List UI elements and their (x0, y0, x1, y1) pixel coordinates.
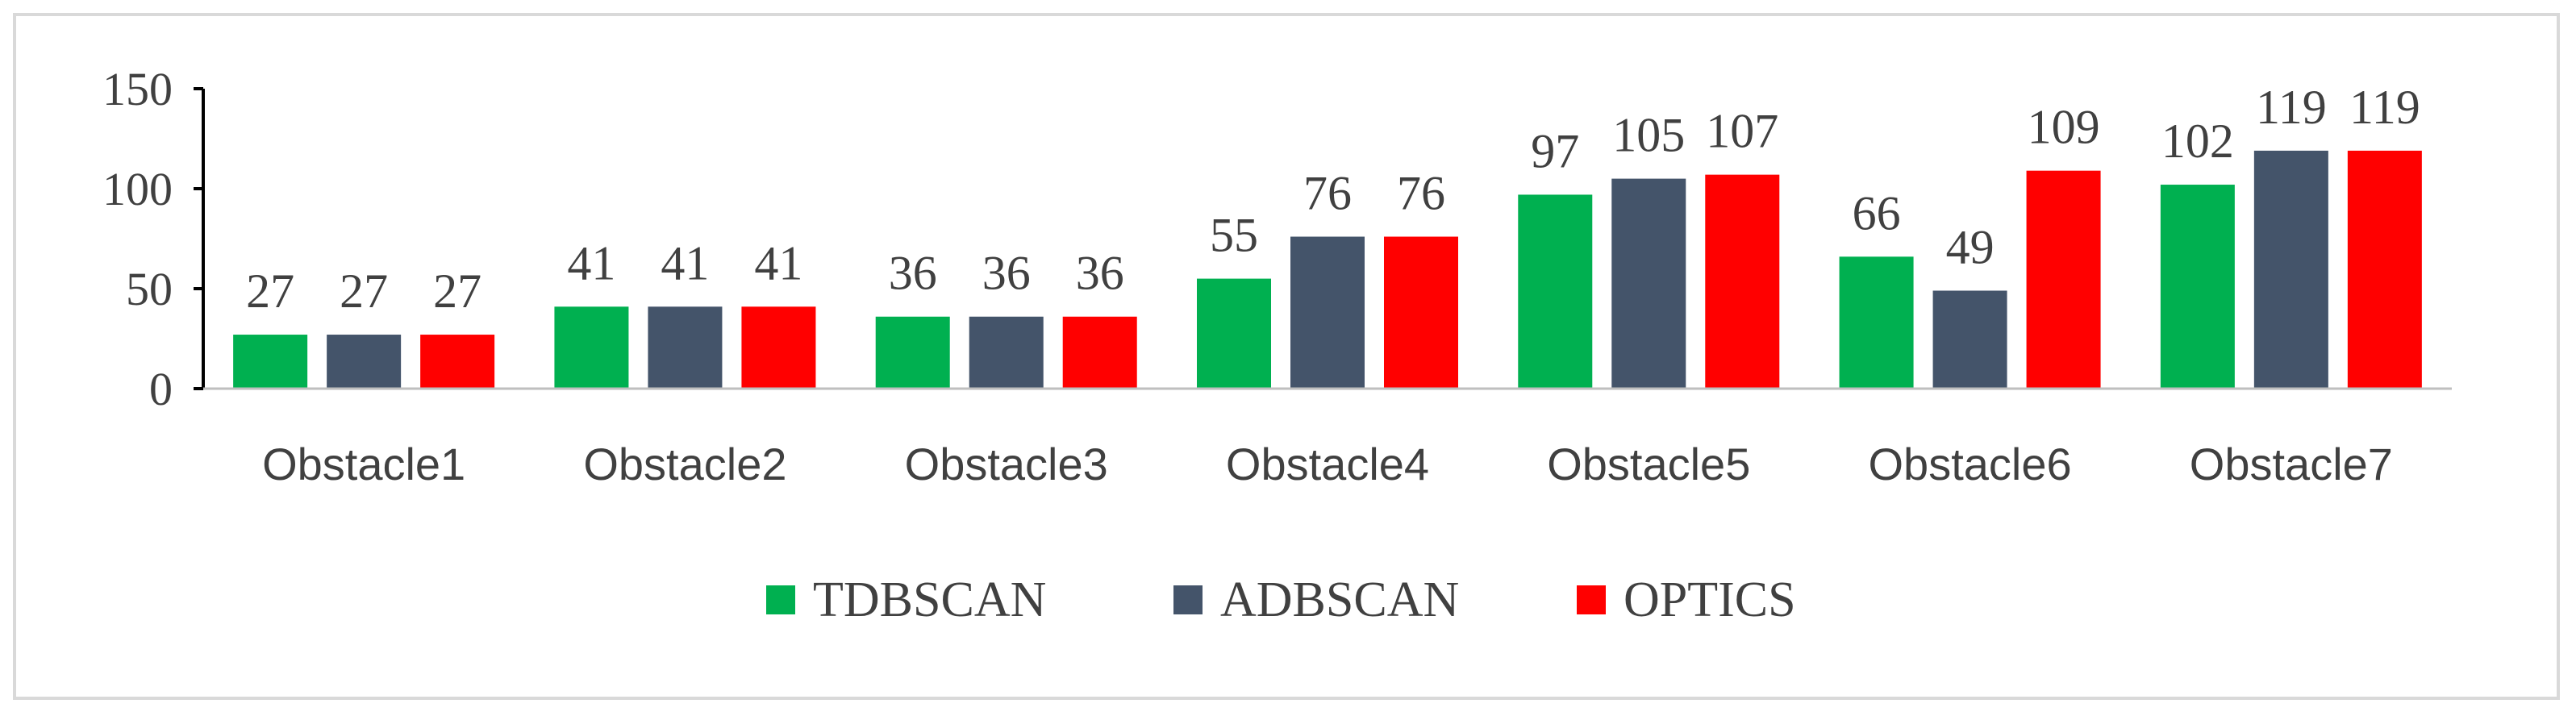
data-label: 66 (1853, 186, 1901, 239)
data-label: 49 (1946, 220, 1995, 273)
x-axis: Obstacle1 Obstacle2 Obstacle3 Obstacle4 Obst… (203, 387, 2452, 489)
data-label: 76 (1303, 167, 1352, 220)
data-label: 109 (2028, 101, 2100, 154)
data-label: 36 (1076, 247, 1124, 300)
chart-frame: 0 50 100 150 27 27 27 41 41 41 36 36 36 55 76 76 97 105 1… (13, 13, 2560, 700)
data-label: 36 (889, 247, 937, 300)
bar-adbscan-obstacle6 (1932, 290, 2007, 389)
y-tick-label: 150 (102, 63, 173, 115)
y-tick-label: 100 (102, 163, 173, 215)
bar-optics-obstacle2 (741, 306, 816, 389)
y-tick-label: 0 (149, 363, 173, 415)
bar-tdbscan-obstacle3 (875, 316, 950, 389)
bar-adbscan-obstacle1 (327, 335, 402, 389)
bar-optics-obstacle1 (420, 335, 495, 389)
bar-optics-obstacle4 (1384, 236, 1458, 389)
legend-swatch-adbscan (1173, 585, 1203, 614)
data-label: 36 (982, 247, 1031, 300)
legend-swatch-tdbscan (766, 585, 795, 614)
bar-tdbscan-obstacle1 (233, 335, 308, 389)
data-label: 105 (1612, 109, 1685, 162)
bar-adbscan-obstacle7 (2253, 150, 2328, 389)
category-label: Obstacle4 (1226, 439, 1429, 489)
bar-tdbscan-obstacle7 (2160, 185, 2235, 389)
data-label: 27 (340, 264, 388, 318)
bars (233, 150, 2422, 389)
data-label: 107 (1706, 105, 1778, 158)
category-label: Obstacle5 (1547, 439, 1750, 489)
data-label: 41 (661, 236, 709, 289)
y-axis: 0 50 100 150 (102, 63, 205, 415)
category-label: Obstacle7 (2190, 439, 2393, 489)
bar-optics-obstacle7 (2347, 150, 2422, 389)
data-label: 76 (1397, 167, 1445, 220)
category-label: Obstacle2 (583, 439, 786, 489)
bar-tdbscan-obstacle5 (1518, 194, 1593, 389)
legend-label-adbscan: ADBSCAN (1220, 572, 1459, 627)
bar-adbscan-obstacle3 (969, 316, 1044, 389)
bar-adbscan-obstacle2 (648, 306, 723, 389)
data-label: 41 (567, 236, 615, 289)
bar-tdbscan-obstacle4 (1197, 278, 1271, 389)
bar-tdbscan-obstacle6 (1839, 256, 1914, 389)
category-label: Obstacle6 (1869, 439, 2072, 489)
data-label: 119 (2256, 81, 2327, 134)
data-label: 55 (1210, 209, 1258, 262)
bar-optics-obstacle5 (1705, 174, 1780, 389)
bar-adbscan-obstacle4 (1290, 236, 1365, 389)
bar-optics-obstacle6 (2026, 170, 2101, 389)
bar-tdbscan-obstacle2 (554, 306, 629, 389)
legend-label-optics: OPTICS (1624, 572, 1796, 627)
bar-chart: 0 50 100 150 27 27 27 41 41 41 36 36 36 55 76 76 97 105 1… (102, 63, 2452, 627)
data-label: 27 (433, 264, 481, 318)
legend-label-tdbscan: TDBSCAN (813, 572, 1046, 627)
category-label: Obstacle1 (262, 439, 465, 489)
data-label: 102 (2161, 114, 2234, 168)
bar-adbscan-obstacle5 (1611, 178, 1686, 389)
bar-optics-obstacle3 (1062, 316, 1137, 389)
y-tick-label: 50 (126, 263, 173, 315)
data-label: 27 (246, 264, 294, 318)
data-label: 119 (2349, 81, 2420, 134)
legend-swatch-optics (1577, 585, 1606, 614)
legend: TDBSCAN ADBSCAN OPTICS (766, 572, 1796, 627)
data-labels: 27 27 27 41 41 41 36 36 36 55 76 76 97 105 107 66 49 109 1… (246, 81, 2420, 318)
category-label: Obstacle3 (905, 439, 1108, 489)
data-label: 97 (1531, 124, 1579, 177)
data-label: 41 (754, 236, 802, 289)
